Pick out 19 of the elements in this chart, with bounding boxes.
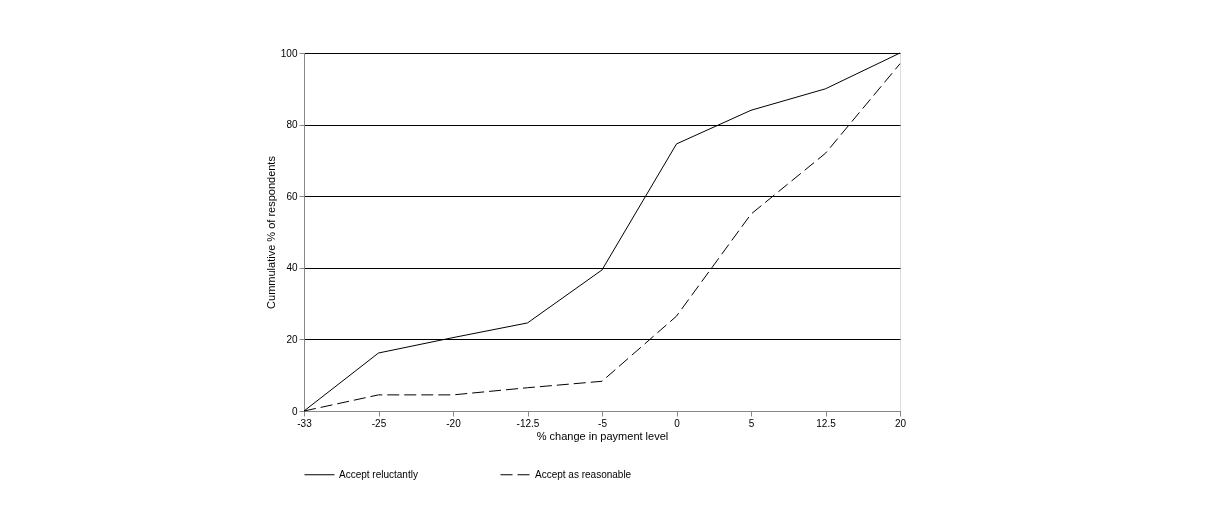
x-tick-label: 0: [674, 417, 681, 429]
x-tick-label: 20: [894, 417, 907, 429]
x-tick-label: 5: [748, 417, 755, 429]
x-tick-label: -12.5: [516, 417, 540, 429]
legend-label: Accept reluctantly: [339, 468, 418, 480]
x-tick-label: -5: [598, 417, 608, 429]
y-tick-label: 0: [291, 405, 298, 417]
y-tick-label: 20: [286, 333, 298, 345]
y-axis-title: Cummulative % of respondents: [264, 155, 277, 309]
y-tick-label: 80: [286, 119, 298, 131]
y-tick-label: 60: [286, 190, 298, 202]
x-tick-label: -20: [446, 417, 462, 429]
y-tick-label: 40: [286, 262, 298, 274]
x-axis-title: % change in payment level: [536, 429, 669, 442]
legend-label: Accept as reasonable: [535, 468, 632, 480]
x-tick-label: -25: [371, 417, 387, 429]
x-tick-label: -33: [297, 417, 313, 429]
x-tick-label: 12.5: [816, 417, 837, 429]
y-tick-label: 100: [280, 47, 298, 59]
